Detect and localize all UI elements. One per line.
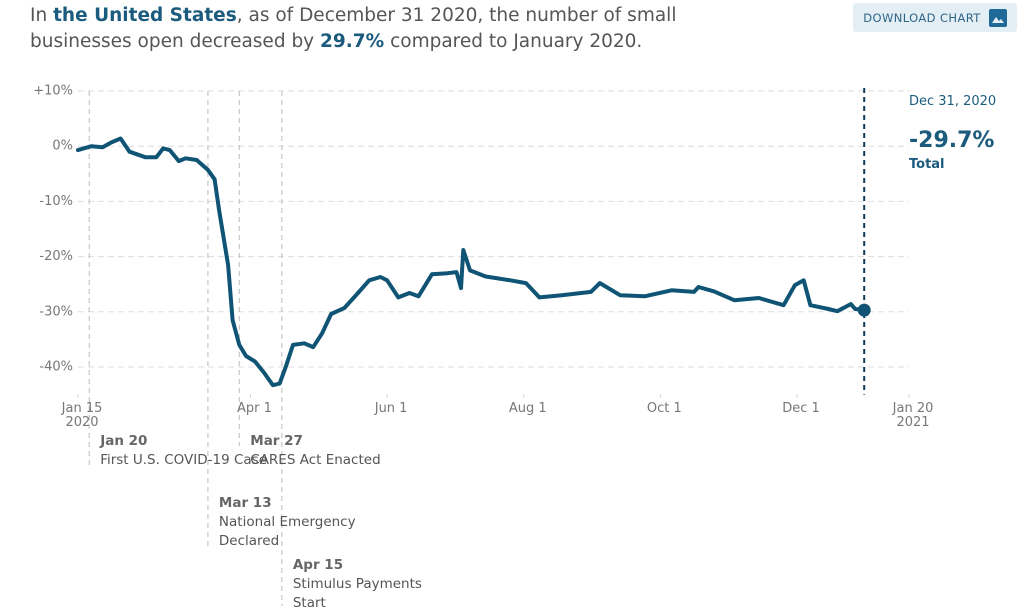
callout-note: Total (909, 157, 945, 172)
summary-text: compared to January 2020. (384, 31, 643, 52)
x-tick-label: Apr 1 (237, 401, 272, 416)
summary-text: In (30, 5, 54, 26)
data-line (76, 136, 867, 388)
y-tick-label: -30% (39, 304, 73, 319)
summary: In the United States, as of December 31 … (30, 3, 690, 55)
x-tick-label: Jan 15 2020 (61, 401, 103, 430)
x-tick-label: Dec 1 (782, 401, 820, 416)
event-text: Stimulus Payments Start (292, 576, 422, 611)
x-tick-label: Jun 1 (374, 401, 408, 416)
event-text: National Emergency Declared (218, 514, 356, 549)
event-date: Mar 13 (218, 495, 272, 511)
highlight: the United States (53, 5, 237, 26)
event-text: First U.S. COVID-19 Case (100, 452, 268, 468)
y-tick-label: -20% (39, 249, 73, 264)
summary-text: , as of December 31 2020, the number of … (30, 5, 677, 52)
x-tick-label: Jan 20 2021 (892, 401, 934, 430)
event-date: Apr 15 (292, 557, 344, 573)
y-tick-label: +10% (33, 84, 73, 99)
y-tick-label: 0% (52, 139, 73, 154)
y-tick-label: -10% (39, 194, 73, 209)
event-date: Mar 27 (250, 433, 303, 449)
x-tick-label: Oct 1 (646, 401, 682, 416)
x-tick-label: Aug 1 (508, 401, 547, 416)
callout-value: -29.7% (909, 128, 995, 153)
event-text: CARES Act Enacted (250, 452, 381, 468)
button-label[interactable]: DOWNLOAD CHART (863, 10, 981, 25)
end-point (857, 303, 871, 317)
image-icon[interactable] (988, 8, 1007, 27)
download-button[interactable]: DOWNLOAD CHART (853, 3, 1017, 32)
callout-date: Dec 31, 2020 (909, 94, 997, 109)
y-tick-label: -40% (39, 360, 73, 375)
event-date: Jan 20 (100, 433, 148, 449)
highlight: 29.7% (320, 31, 385, 52)
